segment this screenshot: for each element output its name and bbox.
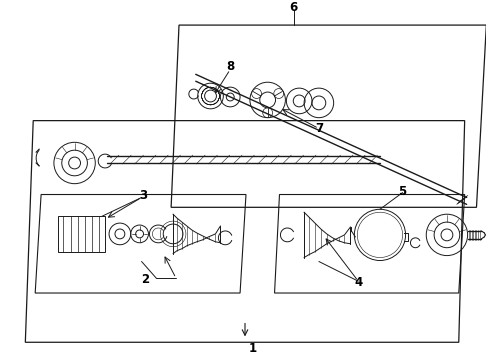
- Bar: [58, 216, 105, 252]
- Text: 7: 7: [315, 122, 323, 135]
- Text: 3: 3: [140, 189, 147, 202]
- Text: 2: 2: [142, 273, 149, 286]
- Text: 8: 8: [226, 60, 235, 73]
- Text: 4: 4: [354, 276, 363, 289]
- Text: 5: 5: [398, 185, 406, 198]
- Text: 6: 6: [289, 1, 297, 14]
- Text: 1: 1: [249, 342, 257, 355]
